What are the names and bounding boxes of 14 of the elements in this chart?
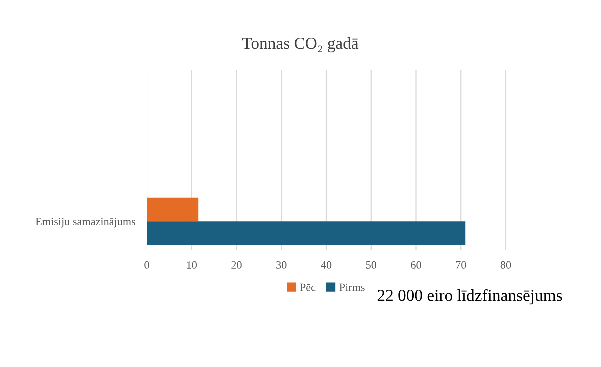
x-tick-label: 50	[366, 261, 377, 269]
legend-label: Pēc	[300, 284, 316, 292]
y-tick-label: Emisiju samazinājums	[36, 218, 136, 228]
x-tick-label: 0	[144, 261, 150, 269]
x-tick-label: 80	[500, 261, 512, 269]
x-tick-label: 60	[411, 261, 422, 269]
text: 22 000 eiro līdzfinansējums	[378, 289, 562, 305]
x-tick-label: 30	[276, 261, 287, 269]
chart-title: Tonnas CO₂ gadā	[242, 37, 359, 53]
x-tick-label: 20	[232, 261, 242, 269]
x-tick-label: 70	[456, 261, 466, 269]
x-tick-label: 10	[187, 261, 198, 269]
legend-label: Pirms	[340, 284, 365, 292]
x-tick-label: 40	[321, 261, 332, 269]
